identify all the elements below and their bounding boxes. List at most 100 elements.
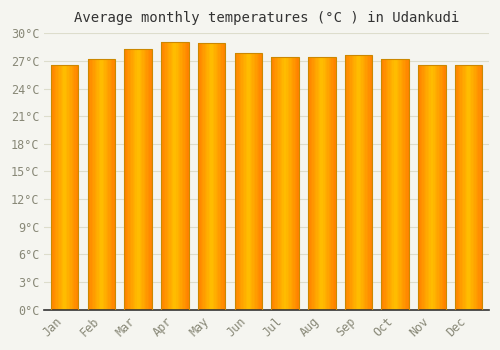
Bar xyxy=(198,43,199,310)
Bar xyxy=(102,59,103,310)
Bar xyxy=(292,57,294,310)
Bar xyxy=(110,59,111,310)
Bar xyxy=(353,55,354,310)
Bar xyxy=(440,64,442,310)
Bar xyxy=(328,57,330,310)
Bar xyxy=(178,42,179,310)
Bar xyxy=(144,49,145,310)
Bar xyxy=(243,54,244,310)
Bar xyxy=(478,65,480,310)
Bar xyxy=(132,49,134,310)
Bar xyxy=(186,42,188,310)
Bar xyxy=(55,65,56,310)
Bar xyxy=(344,55,346,310)
Bar xyxy=(89,59,90,310)
Bar xyxy=(432,64,434,310)
Bar xyxy=(161,42,188,310)
Bar xyxy=(360,55,362,310)
Bar xyxy=(286,57,288,310)
Bar xyxy=(350,55,352,310)
Bar xyxy=(128,49,130,310)
Bar xyxy=(126,49,127,310)
Bar xyxy=(436,64,438,310)
Bar xyxy=(370,55,371,310)
Bar xyxy=(217,43,218,310)
Bar xyxy=(384,59,386,310)
Bar xyxy=(468,65,470,310)
Bar xyxy=(59,65,60,310)
Bar xyxy=(406,59,407,310)
Bar xyxy=(330,57,332,310)
Bar xyxy=(202,43,203,310)
Bar xyxy=(58,65,59,310)
Bar xyxy=(142,49,144,310)
Bar xyxy=(458,65,459,310)
Bar xyxy=(56,65,58,310)
Bar xyxy=(124,49,126,310)
Bar xyxy=(172,42,174,310)
Bar xyxy=(162,42,164,310)
Bar xyxy=(100,59,102,310)
Bar xyxy=(392,59,394,310)
Bar xyxy=(51,65,78,310)
Bar xyxy=(252,54,254,310)
Bar xyxy=(367,55,368,310)
Bar xyxy=(66,65,68,310)
Bar xyxy=(466,65,468,310)
Bar xyxy=(358,55,360,310)
Bar xyxy=(391,59,392,310)
Bar xyxy=(165,42,166,310)
Bar xyxy=(408,59,409,310)
Bar xyxy=(64,65,66,310)
Bar xyxy=(248,54,250,310)
Bar xyxy=(462,65,463,310)
Bar xyxy=(352,55,353,310)
Bar xyxy=(107,59,108,310)
Bar xyxy=(364,55,366,310)
Bar xyxy=(319,57,320,310)
Bar xyxy=(76,65,77,310)
Bar xyxy=(425,64,426,310)
Bar xyxy=(272,57,274,310)
Bar xyxy=(240,54,242,310)
Bar xyxy=(418,64,420,310)
Bar xyxy=(244,54,246,310)
Bar xyxy=(430,64,432,310)
Bar xyxy=(51,65,52,310)
Bar xyxy=(149,49,150,310)
Bar xyxy=(387,59,388,310)
Bar xyxy=(285,57,286,310)
Bar xyxy=(290,57,292,310)
Bar xyxy=(70,65,71,310)
Bar xyxy=(371,55,372,310)
Bar xyxy=(238,54,240,310)
Bar xyxy=(404,59,405,310)
Bar xyxy=(402,59,404,310)
Bar xyxy=(168,42,170,310)
Bar xyxy=(216,43,217,310)
Bar xyxy=(104,59,106,310)
Bar xyxy=(108,59,110,310)
Bar xyxy=(362,55,364,310)
Bar xyxy=(356,55,357,310)
Bar xyxy=(103,59,104,310)
Bar xyxy=(390,59,391,310)
Bar xyxy=(456,65,458,310)
Bar xyxy=(332,57,333,310)
Bar xyxy=(74,65,76,310)
Bar xyxy=(220,43,221,310)
Bar xyxy=(278,57,280,310)
Bar xyxy=(294,57,296,310)
Bar xyxy=(334,57,336,310)
Bar xyxy=(357,55,358,310)
Bar xyxy=(472,65,473,310)
Bar xyxy=(111,59,112,310)
Bar xyxy=(386,59,387,310)
Bar xyxy=(88,59,89,310)
Bar xyxy=(282,57,284,310)
Bar xyxy=(148,49,149,310)
Bar xyxy=(176,42,178,310)
Bar xyxy=(421,64,422,310)
Bar xyxy=(198,43,226,310)
Bar xyxy=(476,65,477,310)
